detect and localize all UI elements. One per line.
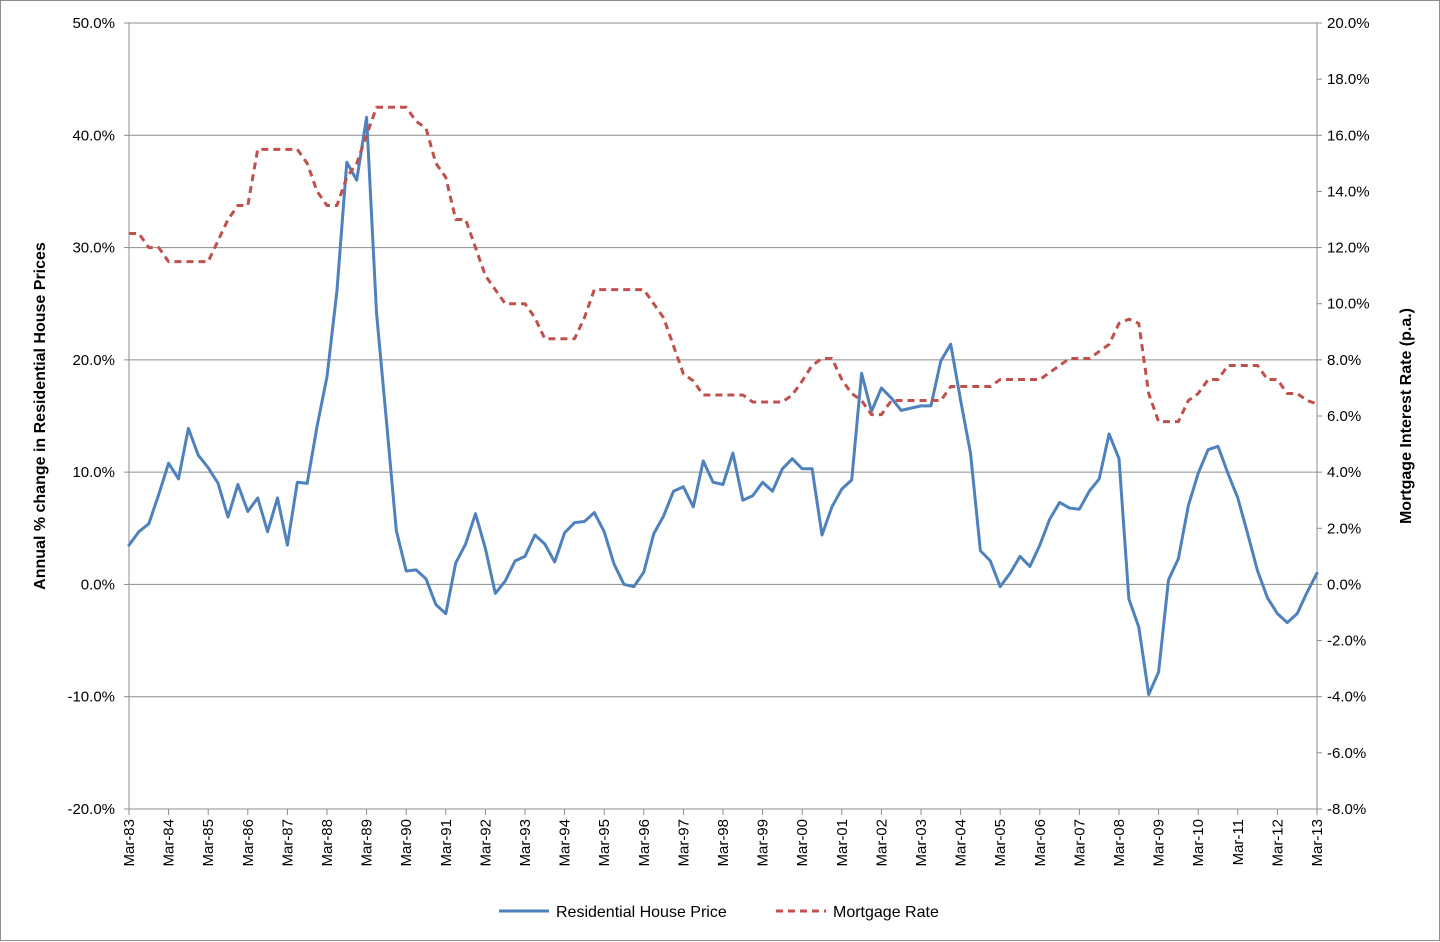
x-tick-label: Mar-85 — [200, 819, 217, 867]
x-tick-label: Mar-08 — [1111, 819, 1128, 867]
x-tick-label: Mar-05 — [992, 819, 1009, 867]
x-tick-label: Mar-04 — [953, 819, 970, 867]
legend: Residential House Price Mortgage Rate — [499, 904, 939, 921]
x-tick-label: Mar-95 — [596, 819, 613, 867]
right-tick-label: 0.0% — [1327, 576, 1361, 593]
x-tick-label: Mar-00 — [794, 819, 811, 867]
right-tick-label: 6.0% — [1327, 408, 1361, 425]
x-tick-label: Mar-89 — [359, 819, 376, 867]
x-tick-label: Mar-90 — [398, 819, 415, 867]
left-tick-label: 50.0% — [72, 15, 115, 32]
x-tick-label: Mar-09 — [1151, 819, 1168, 867]
right-tick-label: 8.0% — [1327, 352, 1361, 369]
right-tick-label: -8.0% — [1327, 801, 1366, 818]
x-tick-label: Mar-10 — [1190, 819, 1207, 867]
right-axis-tick-labels: -8.0% -6.0% -4.0% -2.0% 0.0% 2.0% 4.0% 6.0% 8.0%… — [1327, 15, 1370, 818]
right-tick-label: -2.0% — [1327, 633, 1366, 650]
left-tick-label: 10.0% — [72, 464, 115, 481]
right-tick-label: 20.0% — [1327, 15, 1370, 32]
x-tick-label: Mar-87 — [279, 819, 296, 867]
x-axis-tick-labels: Mar-83 Mar-84 Mar-85 Mar-86 Mar-87 Mar-88 Mar-… — [121, 819, 1326, 867]
x-tick-label: Mar-12 — [1269, 819, 1286, 867]
right-axis-title: Mortgage Interest Rate (p.a.) — [1398, 308, 1415, 524]
x-tick-label: Mar-86 — [240, 819, 257, 867]
legend-label-house-price: Residential House Price — [556, 904, 727, 921]
right-tick-label: -6.0% — [1327, 745, 1366, 762]
left-axis-tick-labels: -20.0% -10.0% 0.0% 10.0% 20.0% 30.0% 40.0% 50.0… — [67, 15, 115, 818]
gridlines — [129, 22, 1317, 698]
right-tick-label: 2.0% — [1327, 520, 1361, 537]
left-tick-label: 30.0% — [72, 240, 115, 257]
right-tick-label: 4.0% — [1327, 464, 1361, 481]
right-tick-label: 12.0% — [1327, 240, 1370, 257]
right-tick-label: 14.0% — [1327, 183, 1370, 200]
left-tick-label: 40.0% — [72, 127, 115, 144]
x-tick-label: Mar-99 — [755, 819, 772, 867]
x-tick-label: Mar-93 — [517, 819, 534, 867]
x-tick-label: Mar-01 — [834, 819, 851, 867]
x-tick-label: Mar-03 — [913, 819, 930, 867]
x-tick-label: Mar-88 — [319, 819, 336, 867]
left-tick-label: 0.0% — [81, 576, 115, 593]
x-tick-label: Mar-84 — [161, 819, 178, 867]
left-axis-title: Annual % change in Residential House Pri… — [32, 242, 49, 590]
x-tick-label: Mar-97 — [675, 819, 692, 867]
left-tick-label: -10.0% — [67, 689, 115, 706]
legend-label-mortgage-rate: Mortgage Rate — [833, 904, 939, 921]
series-line-residential-house-price — [127, 115, 1319, 696]
x-tick-label: Mar-02 — [873, 819, 890, 867]
x-tick-label: Mar-13 — [1309, 819, 1326, 867]
x-tick-label: Mar-96 — [636, 819, 653, 867]
right-tick-label: 16.0% — [1327, 127, 1370, 144]
x-tick-label: Mar-91 — [438, 819, 455, 867]
right-tick-label: 18.0% — [1327, 71, 1370, 88]
right-tick-label: 10.0% — [1327, 296, 1370, 313]
series-lines — [127, 105, 1319, 696]
x-tick-label: Mar-06 — [1032, 819, 1049, 867]
axes — [124, 22, 1322, 815]
x-tick-label: Mar-94 — [557, 819, 574, 867]
x-tick-label: Mar-98 — [715, 819, 732, 867]
left-tick-label: -20.0% — [67, 801, 115, 818]
x-tick-label: Mar-07 — [1071, 819, 1088, 867]
x-tick-label: Mar-11 — [1230, 819, 1247, 865]
left-tick-label: 20.0% — [72, 352, 115, 369]
x-tick-label: Mar-83 — [121, 819, 138, 867]
series-line-mortgage-rate — [129, 105, 1318, 424]
x-tick-label: Mar-92 — [477, 819, 494, 867]
right-tick-label: -4.0% — [1327, 689, 1366, 706]
